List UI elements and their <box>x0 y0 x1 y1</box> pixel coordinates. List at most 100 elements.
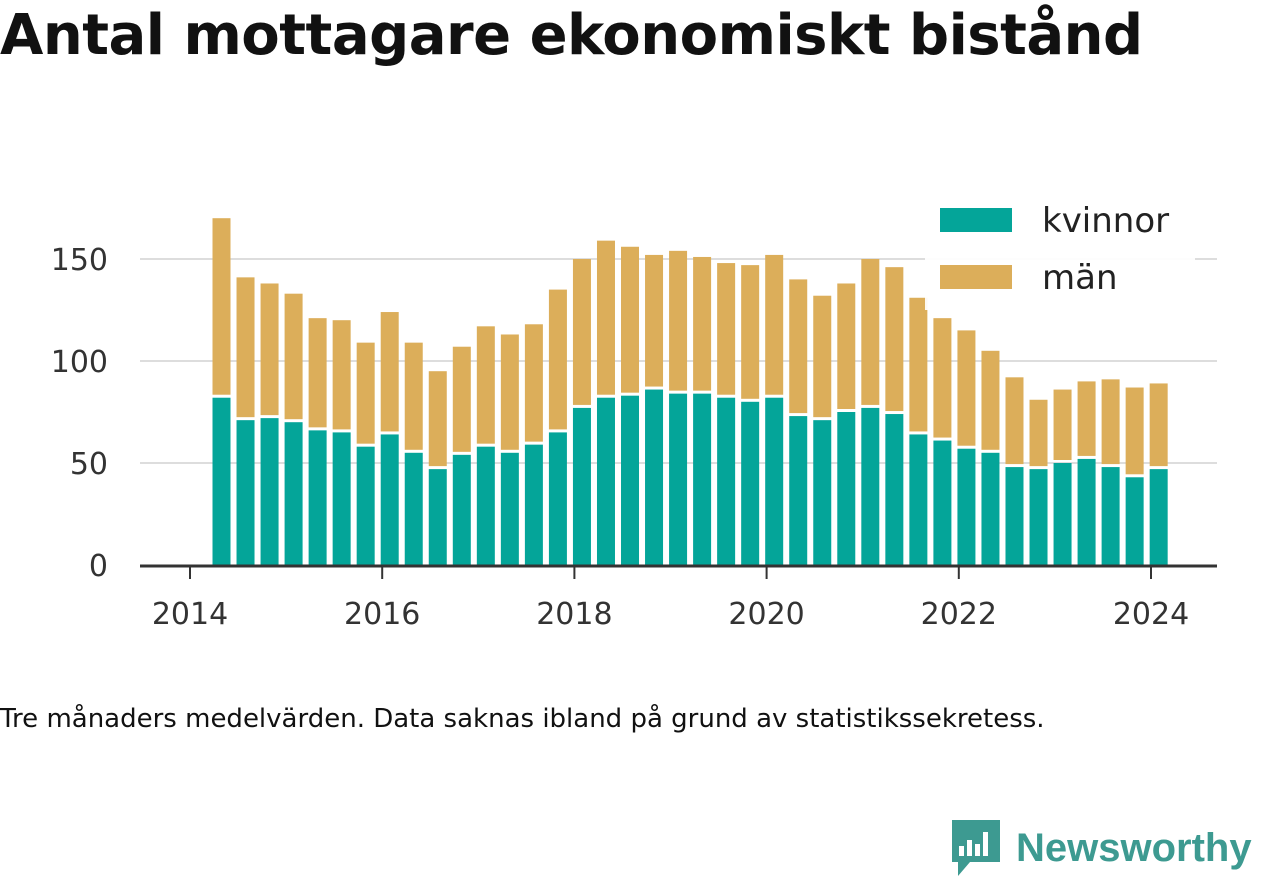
bar-kvinnor <box>1005 467 1024 565</box>
y-tick-label: 50 <box>70 447 108 482</box>
bar-kvinnor <box>981 452 1000 565</box>
bar-kvinnor <box>236 420 255 565</box>
bar-man <box>212 218 231 395</box>
bar-man <box>452 346 471 452</box>
bar-kvinnor <box>909 434 928 565</box>
bar-kvinnor <box>885 414 904 565</box>
chart-title: Antal mottagare ekonomiskt bistånd <box>0 3 1143 68</box>
bar-kvinnor <box>452 454 471 565</box>
bar-man <box>596 240 615 395</box>
bar-man <box>404 342 423 450</box>
bar-kvinnor <box>524 444 543 565</box>
bar-man <box>548 289 567 430</box>
bar-kvinnor <box>861 407 880 565</box>
newsworthy-logo: Newsworthy <box>950 818 1252 878</box>
bar-man <box>765 254 784 395</box>
bar-kvinnor <box>741 401 760 565</box>
bar-kvinnor <box>476 446 495 565</box>
bar-man <box>885 267 904 412</box>
bar-kvinnor <box>1125 477 1144 565</box>
stacked-bar-chart: 0 50 100 150 2014 2016 2018 2020 2022 2024 kvinno… <box>50 192 1217 632</box>
bar-man <box>500 334 519 450</box>
bar-kvinnor <box>260 418 279 565</box>
x-tick-label: 2020 <box>728 597 804 632</box>
bar-man <box>236 277 255 418</box>
bar-kvinnor <box>404 452 423 565</box>
bar-man <box>693 256 712 391</box>
brand-name: Newsworthy <box>1016 825 1252 870</box>
x-tick-label: 2024 <box>1113 597 1189 632</box>
bar-man <box>332 320 351 430</box>
bar-kvinnor <box>356 446 375 565</box>
bar-kvinnor <box>621 395 640 565</box>
bar-man <box>909 297 928 432</box>
x-tick-label: 2014 <box>152 597 228 632</box>
x-tick-label: 2022 <box>921 597 997 632</box>
bar-man <box>837 283 856 409</box>
bar-man <box>572 259 591 405</box>
bar-kvinnor <box>1149 469 1168 565</box>
axes: 0 50 100 150 2014 2016 2018 2020 2022 2024 <box>51 243 1217 632</box>
bar-man <box>957 330 976 446</box>
bar-man <box>1149 383 1168 467</box>
y-tick-label: 150 <box>51 243 108 278</box>
bar-man <box>717 263 736 395</box>
bar-man <box>260 283 279 416</box>
bar-man <box>669 250 688 391</box>
bars <box>212 218 1168 565</box>
bar-kvinnor <box>765 397 784 565</box>
bar-kvinnor <box>693 393 712 565</box>
bar-kvinnor <box>596 397 615 565</box>
bar-man <box>1053 389 1072 460</box>
legend-label-kvinnor: kvinnor <box>1042 201 1169 241</box>
bar-man <box>981 350 1000 450</box>
bar-man <box>1005 377 1024 465</box>
bar-man <box>284 293 303 420</box>
bar-man <box>524 324 543 442</box>
bar-kvinnor <box>1053 463 1072 565</box>
x-tick-label: 2016 <box>344 597 420 632</box>
bar-man <box>308 318 327 428</box>
bar-man <box>1101 379 1120 465</box>
bar-man <box>933 318 952 438</box>
bar-man <box>645 254 664 387</box>
bar-kvinnor <box>669 393 688 565</box>
chart-caption: Tre månaders medelvärden. Data saknas ib… <box>0 704 1045 734</box>
bar-man <box>428 371 447 467</box>
bar-man <box>621 246 640 393</box>
bar-kvinnor <box>1029 469 1048 565</box>
bar-man <box>476 326 495 444</box>
bar-kvinnor <box>284 422 303 565</box>
bar-kvinnor <box>572 407 591 565</box>
bar-kvinnor <box>957 448 976 565</box>
newsworthy-logo-icon <box>952 820 1000 876</box>
bar-man <box>1077 381 1096 456</box>
bar-kvinnor <box>1101 467 1120 565</box>
bar-man <box>356 342 375 444</box>
bar-kvinnor <box>500 452 519 565</box>
bar-kvinnor <box>428 469 447 565</box>
y-tick-label: 100 <box>51 345 108 380</box>
bar-man <box>1029 399 1048 467</box>
bar-man <box>861 259 880 405</box>
bar-kvinnor <box>380 434 399 565</box>
bar-kvinnor <box>332 432 351 565</box>
legend-label-man: män <box>1042 258 1118 298</box>
bar-kvinnor <box>548 432 567 565</box>
x-tick-label: 2018 <box>536 597 612 632</box>
bar-man <box>813 295 832 418</box>
bar-kvinnor <box>717 397 736 565</box>
legend-swatch-kvinnor <box>940 208 1012 232</box>
bar-man <box>741 265 760 399</box>
bar-kvinnor <box>837 412 856 565</box>
bar-man <box>1125 387 1144 475</box>
legend: kvinnor män <box>925 192 1195 310</box>
bar-man <box>789 279 808 414</box>
bar-kvinnor <box>813 420 832 565</box>
bar-kvinnor <box>1077 458 1096 565</box>
bar-kvinnor <box>308 430 327 565</box>
bar-man <box>380 312 399 432</box>
bar-kvinnor <box>645 389 664 565</box>
bar-kvinnor <box>212 397 231 565</box>
bar-kvinnor <box>933 440 952 565</box>
